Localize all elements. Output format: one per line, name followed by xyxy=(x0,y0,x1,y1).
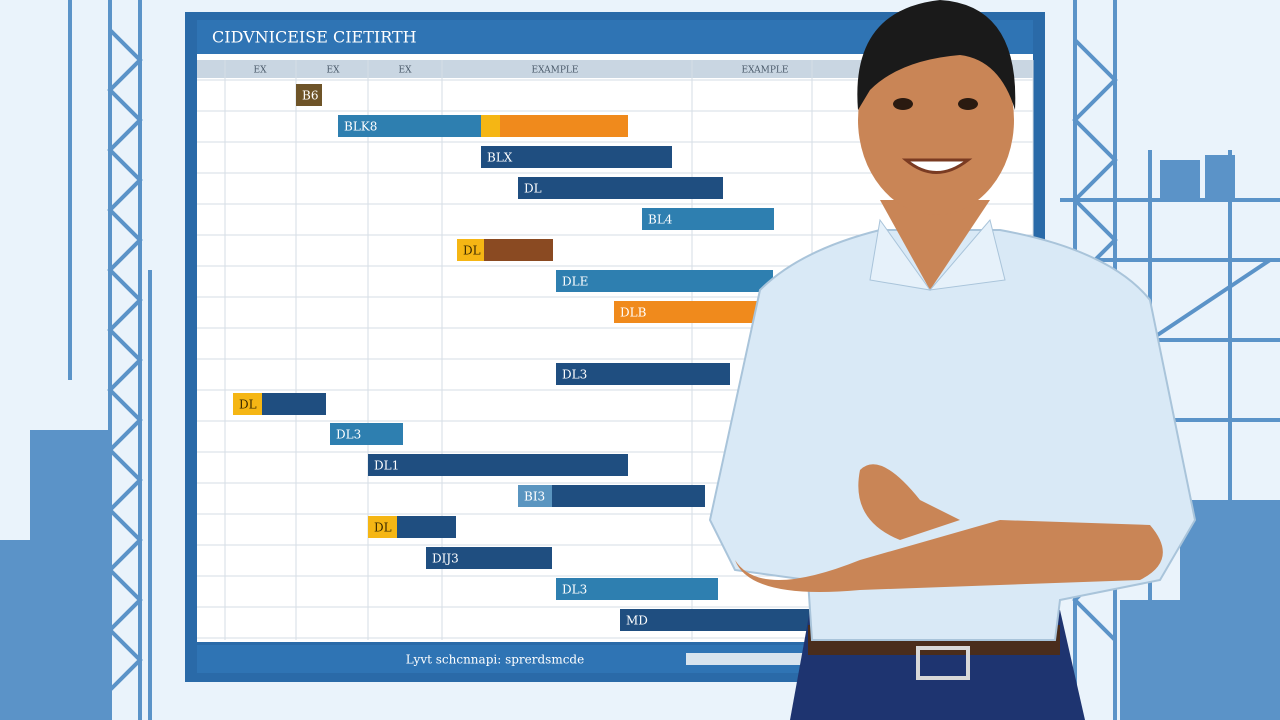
task-label: DL xyxy=(374,521,392,535)
task-bar xyxy=(397,516,456,538)
task-label: MD xyxy=(626,614,648,628)
gantt-bars: B6 BLK8 BLX DL BL4 DL DLE DLB DL3 DL DL3 DL1 BI3 DL DI… xyxy=(233,84,810,631)
task-label: DLE xyxy=(562,275,588,289)
task-bar xyxy=(484,239,553,261)
task-bar xyxy=(556,578,718,600)
task-bar xyxy=(262,393,326,415)
buildings xyxy=(0,155,1280,720)
task-bar xyxy=(620,609,810,631)
task-bar xyxy=(481,115,500,137)
task-bar xyxy=(338,115,481,137)
task-bar xyxy=(556,363,730,385)
task-label: BL4 xyxy=(648,213,673,227)
task-label: DL3 xyxy=(336,428,361,442)
column-header: EXAMPLE xyxy=(532,66,579,76)
task-bar xyxy=(500,115,628,137)
person xyxy=(708,0,1197,720)
task-label: DL3 xyxy=(562,368,587,382)
task-bar xyxy=(233,393,262,415)
task-bar xyxy=(518,485,552,507)
task-label: DL xyxy=(239,398,257,412)
footer-text: Lyvt schcnnapi: sprerdsmcde xyxy=(406,653,584,667)
column-header: EX xyxy=(254,66,268,76)
task-label: DIJ3 xyxy=(432,552,459,566)
task-label: DL xyxy=(524,182,542,196)
task-bar xyxy=(426,547,552,569)
column-header: EXAMPLE xyxy=(742,66,789,76)
task-label: BI3 xyxy=(524,490,545,504)
column-header: EX xyxy=(327,66,341,76)
task-label: DLB xyxy=(620,306,647,320)
task-label: BLX xyxy=(487,151,513,165)
task-bar xyxy=(556,270,773,292)
task-label: BLK8 xyxy=(344,120,377,134)
task-bar xyxy=(368,454,628,476)
task-bar xyxy=(614,301,760,323)
task-label: DL xyxy=(463,244,481,258)
task-label: DL1 xyxy=(374,459,399,473)
task-bar xyxy=(330,423,403,445)
task-bar xyxy=(552,485,705,507)
task-label: B6 xyxy=(302,89,318,103)
header-row xyxy=(197,60,1033,78)
column-header: EX xyxy=(399,66,413,76)
task-bar xyxy=(642,208,774,230)
task-label: DL3 xyxy=(562,583,587,597)
task-bar xyxy=(457,239,484,261)
screen-title: CIDVNICEISE CIETIRTH xyxy=(212,28,417,47)
scrollbar xyxy=(686,653,806,665)
task-bar xyxy=(518,177,723,199)
task-bar xyxy=(368,516,397,538)
task-bar xyxy=(481,146,672,168)
task-bar xyxy=(296,84,322,106)
